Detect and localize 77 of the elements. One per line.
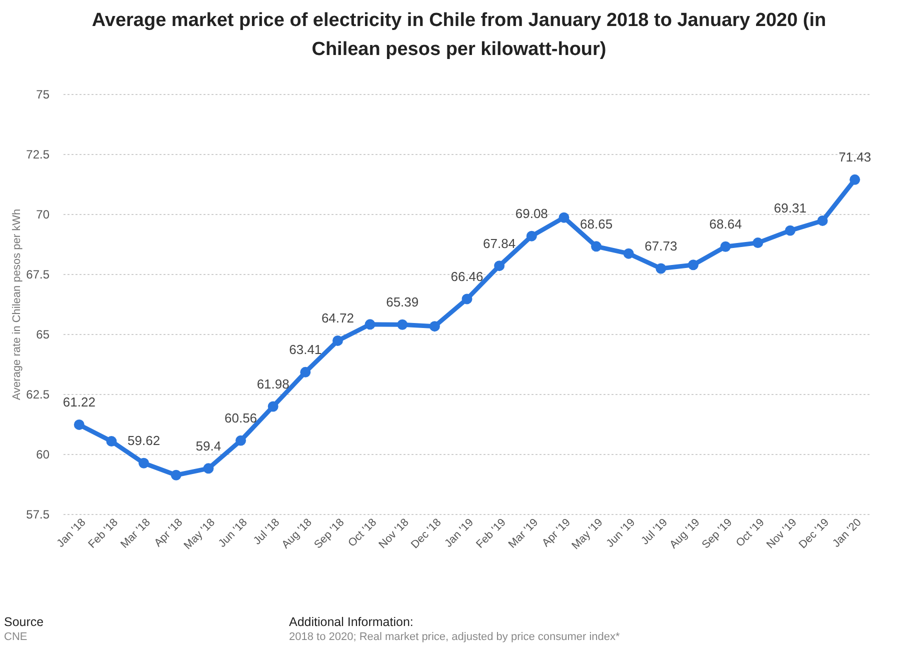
point bbox=[591, 241, 602, 252]
x-tick-label: Jul '18 bbox=[251, 516, 282, 548]
text: CNE bbox=[4, 630, 28, 645]
data-label: 59.62 bbox=[128, 433, 160, 448]
x-tick-label: May '18 bbox=[182, 516, 218, 552]
x-tick-label: Sep '19 bbox=[700, 516, 735, 552]
x-tick-label: Dec '18 bbox=[409, 516, 444, 552]
data-label: 69.31 bbox=[774, 200, 806, 216]
y-tick-label: 65 bbox=[36, 328, 50, 342]
chart-title: Average market price of electricity in Chile from January 2018 to January 2020 (in Chilean pesos per kilowatt-hour) bbox=[90, 9, 828, 62]
point bbox=[784, 225, 796, 236]
x-tick-label: Mar '19 bbox=[506, 516, 541, 551]
point bbox=[268, 401, 278, 412]
data-label: 59.4 bbox=[196, 438, 222, 454]
point bbox=[656, 263, 666, 274]
y-tick-label: 57.5 bbox=[26, 508, 50, 522]
x-tick-label: Nov '19 bbox=[764, 516, 800, 552]
text: Source bbox=[4, 615, 45, 630]
point bbox=[170, 470, 182, 480]
point bbox=[138, 458, 150, 468]
data-label: 67.73 bbox=[644, 238, 678, 254]
point bbox=[558, 212, 570, 223]
point bbox=[300, 366, 311, 378]
x-tick-label: Jan '19 bbox=[442, 516, 476, 550]
y-tick-label: 67.5 bbox=[26, 268, 50, 282]
x-tick-label: Jan '20 bbox=[830, 516, 864, 550]
data-label: 68.65 bbox=[580, 216, 613, 232]
x-tick-label: Jun '18 bbox=[216, 516, 250, 550]
point bbox=[752, 238, 764, 248]
x-tick-label: Jun '19 bbox=[604, 516, 638, 550]
data-label: 71.43 bbox=[838, 150, 872, 165]
y-axis-title: Average rate in Chilean pesos per kWh bbox=[11, 208, 24, 400]
point bbox=[364, 319, 376, 330]
data-label: 64.72 bbox=[321, 310, 354, 326]
data-label: 63.41 bbox=[289, 342, 322, 358]
x-tick-label: Nov '18 bbox=[376, 516, 412, 552]
data-label: 61.22 bbox=[62, 394, 96, 410]
point bbox=[332, 335, 343, 346]
data-label: 60.56 bbox=[224, 410, 258, 426]
data-label: 61.98 bbox=[256, 376, 290, 392]
point bbox=[850, 174, 860, 185]
data-label: 68.64 bbox=[709, 216, 742, 232]
x-tick-label: Oct '18 bbox=[346, 516, 380, 550]
x-tick-label: Jan '18 bbox=[54, 516, 88, 550]
point bbox=[817, 215, 828, 226]
text: 2018 to 2020; Real market price, adjusted by price consumer index* bbox=[289, 630, 620, 645]
y-tick-label: 75 bbox=[36, 88, 50, 102]
data-label: 69.08 bbox=[515, 206, 548, 222]
x-tick-label: Feb '19 bbox=[474, 516, 508, 551]
x-tick-label: Feb '18 bbox=[86, 516, 120, 551]
point bbox=[397, 319, 408, 330]
x-tick-label: Jul '19 bbox=[639, 516, 670, 548]
point bbox=[236, 435, 246, 446]
point bbox=[429, 321, 440, 332]
y-tick-label: 60 bbox=[36, 448, 50, 462]
y-tick-label: 70 bbox=[36, 208, 50, 222]
point bbox=[494, 260, 505, 272]
x-tick-label: Aug '18 bbox=[280, 516, 314, 552]
y-tick-label: 72.5 bbox=[26, 148, 50, 162]
y-tick-label: 62.5 bbox=[26, 388, 50, 402]
x-tick-label: Oct '19 bbox=[734, 516, 767, 550]
point bbox=[203, 463, 214, 474]
x-tick-label: Mar '18 bbox=[118, 516, 153, 551]
point bbox=[623, 248, 634, 259]
point bbox=[688, 260, 698, 270]
point bbox=[526, 230, 537, 242]
point bbox=[720, 241, 731, 252]
x-tick-label: Dec '19 bbox=[796, 516, 832, 552]
point bbox=[74, 419, 84, 430]
data-label: 67.84 bbox=[483, 236, 516, 251]
x-tick-label: Sep '18 bbox=[312, 516, 347, 552]
text: Additional Information: bbox=[289, 615, 414, 630]
data-label: 65.39 bbox=[386, 294, 419, 310]
point bbox=[462, 294, 472, 304]
data-label: 66.46 bbox=[450, 268, 484, 284]
x-tick-label: Aug '19 bbox=[668, 516, 702, 552]
point bbox=[106, 436, 117, 447]
